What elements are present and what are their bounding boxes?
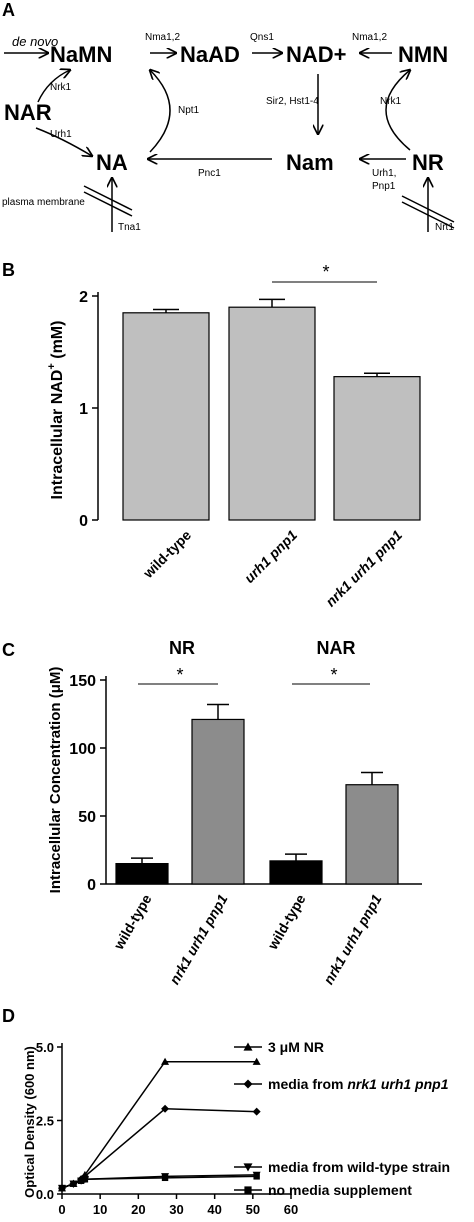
c-x-tick-label: nrk1 urh1 pnp1	[166, 891, 231, 987]
c-y-axis-label: Intracellular Concentration (μM)	[47, 667, 64, 894]
membrane-line-right-1	[401, 195, 455, 223]
membrane-line-right-2	[401, 201, 455, 229]
panel-d-letter: D	[2, 1006, 15, 1026]
node-na: NA	[96, 150, 128, 175]
c-group-label-nar: NAR	[317, 638, 356, 658]
d-y-tick-label: 5.0	[36, 1040, 54, 1055]
d-data-point	[58, 1184, 66, 1192]
c-significance-star-nr: *	[176, 665, 183, 685]
enzyme-sir2-hst1-4: Sir2, Hst1-4	[266, 96, 319, 107]
enzyme-qns1: Qns1	[250, 32, 274, 43]
d-data-point	[253, 1173, 260, 1180]
d-series-line	[61, 1175, 257, 1189]
enzyme-nma12-left: Nma1,2	[145, 32, 180, 43]
d-legend-label: media from wild-type strain	[268, 1159, 450, 1175]
d-legend-marker	[243, 1042, 253, 1051]
b-x-tick-label: nrk1 urh1 pnp1	[322, 527, 405, 610]
c-bar	[345, 784, 399, 885]
d-x-tick-label: 60	[284, 1202, 298, 1217]
d-legend-label: media from nrk1 urh1 pnp1	[268, 1076, 449, 1092]
b-x-tick-label: urh1 pnp1	[241, 527, 300, 586]
c-significance-star-nar: *	[330, 665, 337, 685]
d-y-tick-label: 0.0	[36, 1187, 54, 1202]
d-data-point	[77, 1177, 85, 1184]
d-x-tick-label: 30	[169, 1202, 183, 1217]
enzyme-npt1: Npt1	[178, 105, 200, 116]
enzyme-urh1-left: Urh1	[50, 129, 72, 140]
enzyme-nma12-right: Nma1,2	[352, 32, 387, 43]
b-y-axis-label: Intracellular NAD+ (mM)	[46, 321, 66, 500]
d-x-tick-label: 20	[131, 1202, 145, 1217]
b-y-tick-label: 0	[79, 513, 88, 530]
d-x-tick-label: 50	[246, 1202, 260, 1217]
panel-d-growth-curve-chart: D 0.0 2.5 5.0 0 10 20 30 40 50 60 Optical Density …	[2, 1006, 450, 1217]
d-data-point	[81, 1176, 89, 1183]
c-y-tick-label: 150	[69, 673, 96, 690]
c-y-tick-label: 50	[78, 809, 96, 826]
arrow-nar-namn	[37, 70, 70, 103]
d-data-point	[252, 1057, 261, 1065]
enzyme-tna1: Tna1	[118, 222, 141, 233]
enzyme-pnp1-line2: Pnp1	[372, 181, 396, 192]
d-data-point	[161, 1057, 170, 1065]
panel-a-letter: A	[2, 0, 15, 20]
node-nmn: NMN	[398, 42, 448, 67]
c-group-label-nr: NR	[169, 638, 195, 658]
d-data-point	[161, 1174, 169, 1182]
d-x-tick-label: 0	[58, 1202, 65, 1217]
enzyme-nrk1-right: Nrk1	[380, 96, 402, 107]
b-y-tick-label: 1	[79, 401, 88, 418]
d-legend-marker	[243, 1079, 253, 1089]
arrow-nar-na	[35, 127, 92, 156]
enzyme-pnc1: Pnc1	[198, 168, 221, 179]
c-bar	[191, 718, 245, 885]
d-x-tick-label: 10	[93, 1202, 107, 1217]
panel-b-nad-bar-chart: B 0 1 2 wild-type urh1 pnp1 nrk1 urh1 pnp1 * In…	[2, 260, 421, 610]
arrow-nr-nmn	[385, 70, 410, 151]
d-legend-marker	[243, 1163, 253, 1172]
enzyme-nrt1: Nrt1	[435, 222, 454, 233]
panel-c-letter: C	[2, 640, 15, 660]
c-bar	[269, 860, 323, 885]
d-x-tick-label: 40	[207, 1202, 221, 1217]
d-data-point	[252, 1107, 261, 1116]
panel-b-letter: B	[2, 260, 15, 280]
d-y-axis-label: Optical Density (600 nm)	[22, 1046, 37, 1198]
enzyme-nrk1-left: Nrk1	[50, 82, 72, 93]
membrane-line-left-2	[83, 191, 133, 217]
b-significance-star: *	[322, 262, 329, 282]
b-bar	[228, 306, 316, 521]
c-bar	[115, 862, 169, 885]
node-nam: Nam	[286, 150, 334, 175]
node-nr: NR	[412, 150, 444, 175]
d-data-point	[70, 1180, 77, 1187]
b-bar	[333, 376, 421, 521]
b-y-tick-label: 2	[79, 289, 88, 306]
d-series-line	[61, 1060, 257, 1189]
c-x-tick-label: wild-type	[110, 891, 155, 953]
node-namn: NaMN	[50, 42, 112, 67]
membrane-line-left-1	[83, 185, 133, 211]
c-x-tick-label: wild-type	[264, 891, 309, 953]
c-y-tick-label: 100	[69, 741, 96, 758]
d-legend-marker	[244, 1186, 252, 1194]
c-x-tick-label: nrk1 urh1 pnp1	[320, 891, 385, 987]
b-bar	[122, 312, 210, 521]
panel-a-pathway-diagram: A NaMN NaAD NAD+ NMN NAR NA Nam NR de no…	[2, 0, 455, 233]
d-data-point	[161, 1104, 170, 1113]
label-plasma-membrane: plasma membrane	[2, 197, 85, 208]
label-de-novo: de novo	[12, 34, 58, 49]
node-nar: NAR	[4, 100, 52, 125]
enzyme-urh1-line1: Urh1,	[372, 168, 396, 179]
arrow-na-namn	[150, 70, 171, 153]
b-x-tick-label: wild-type	[139, 527, 194, 582]
c-y-tick-label: 0	[87, 877, 96, 894]
node-nad-plus: NAD+	[286, 42, 347, 67]
d-legend-label: no media supplement	[268, 1182, 412, 1198]
d-legend-label: 3 μM NR	[268, 1039, 324, 1055]
node-naad: NaAD	[180, 42, 240, 67]
d-y-tick-label: 2.5	[36, 1114, 54, 1129]
